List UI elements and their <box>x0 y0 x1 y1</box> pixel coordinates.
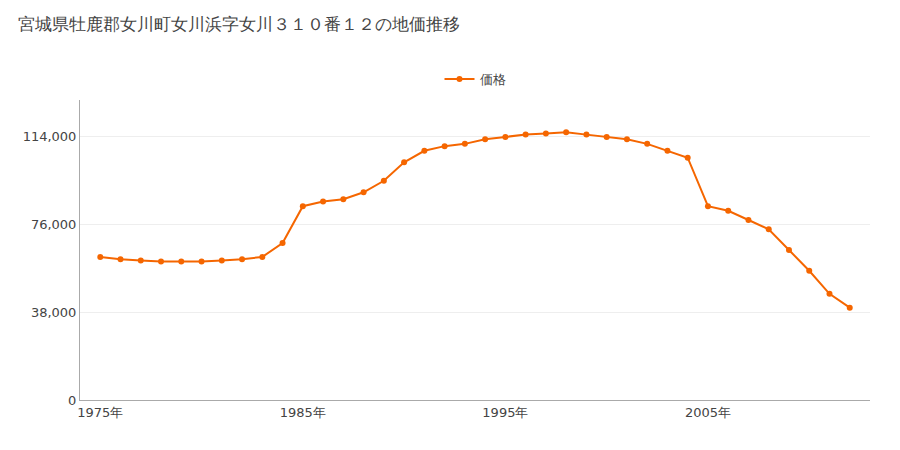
svg-text:2005年: 2005年 <box>685 405 731 420</box>
svg-text:価格: 価格 <box>480 72 506 87</box>
svg-text:114,000: 114,000 <box>23 129 77 144</box>
svg-text:38,000: 38,000 <box>31 305 77 320</box>
svg-text:0: 0 <box>68 393 76 408</box>
svg-text:宮城県牡鹿郡女川町女川浜字女川３１０番１２の地価推移: 宮城県牡鹿郡女川町女川浜字女川３１０番１２の地価推移 <box>18 14 460 34</box>
svg-text:1975年: 1975年 <box>77 405 123 420</box>
svg-text:1985年: 1985年 <box>280 405 326 420</box>
svg-text:1995年: 1995年 <box>482 405 528 420</box>
svg-text:76,000: 76,000 <box>31 217 77 232</box>
